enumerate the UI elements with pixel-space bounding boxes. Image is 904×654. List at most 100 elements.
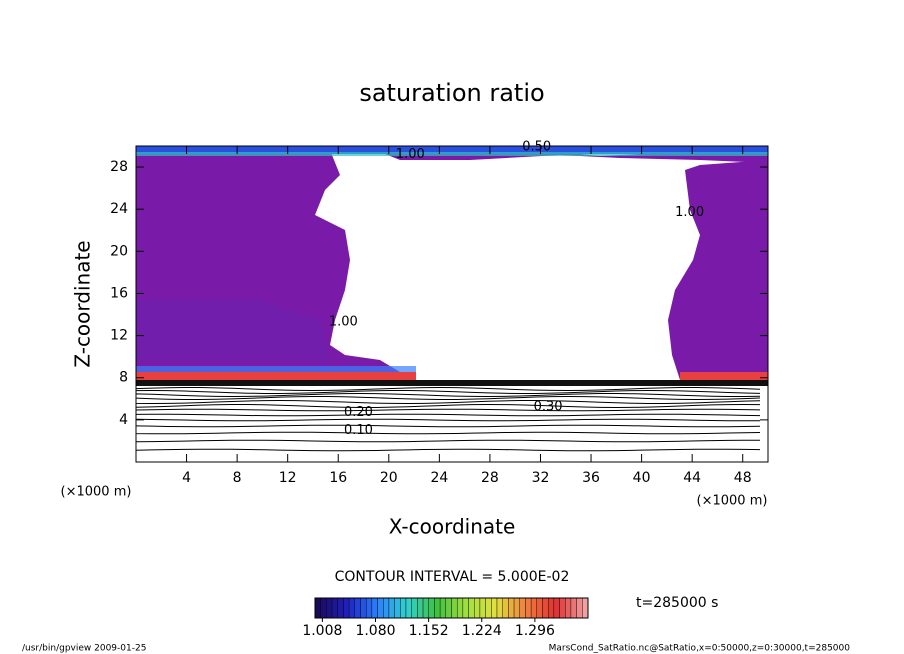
colorbar-cell: [525, 597, 532, 619]
contour-label: 1.00: [396, 147, 425, 162]
colorbar-cell: [513, 597, 520, 619]
contour-line: [136, 392, 761, 397]
colorbar-cell: [559, 597, 566, 619]
x-tick-label: 24: [430, 470, 448, 486]
colorbar-cell: [405, 597, 412, 619]
colorbar-frame: [314, 597, 589, 619]
x-tick-label: 20: [380, 470, 398, 486]
contour-field: [136, 146, 768, 462]
colorbar-cell: [491, 597, 498, 619]
contour-label: 0.10: [344, 423, 373, 438]
colorbar-cell: [570, 597, 577, 619]
x-tick-label: 44: [683, 470, 701, 486]
colorbar-tick-label: 1.296: [515, 623, 555, 639]
colorbar-cell: [326, 597, 333, 619]
y-tick-label: 4: [119, 412, 128, 428]
chart-title: saturation ratio: [359, 79, 544, 107]
colorbar-cell: [314, 597, 321, 619]
colorbar-cell: [445, 597, 452, 619]
colorbar-tick-label: 1.008: [302, 623, 342, 639]
colorbar-cell: [530, 597, 538, 619]
colorbar-cell: [474, 597, 481, 619]
y-tick-label: 24: [110, 201, 128, 217]
y-tick-label: 20: [110, 243, 128, 259]
x-tick-label: 4: [182, 470, 191, 486]
x-tick-label: 28: [481, 470, 499, 486]
x-tick-label: 32: [532, 470, 550, 486]
top-band: [136, 146, 768, 154]
contour-line: [136, 418, 761, 422]
colorbar-cell: [565, 597, 572, 619]
colorbar-cell: [582, 597, 589, 619]
contour-interval: CONTOUR INTERVAL = 5.000E-02: [335, 569, 570, 585]
colorbar-cell: [451, 597, 458, 619]
contour-label: 1.00: [675, 205, 704, 220]
low-band-red-right: [680, 372, 768, 380]
colorbar-cell: [348, 597, 356, 619]
y-unit: (×1000 m): [61, 485, 132, 500]
y-tick-label: 28: [110, 159, 128, 175]
colorbar-cell: [417, 597, 424, 619]
contour-line: [136, 424, 761, 428]
contour-line: [136, 408, 761, 412]
y-axis-label: Z-coordinate: [71, 240, 95, 367]
contour-line: [136, 413, 761, 417]
colorbar-cell: [553, 597, 560, 619]
contour-line: [136, 439, 761, 443]
colorbar-cell: [434, 597, 441, 619]
colorbar-cell: [331, 597, 338, 619]
colorbar-cell: [428, 597, 435, 619]
colorbar-tick-label: 1.224: [462, 623, 502, 639]
colorbar-cell: [439, 597, 447, 619]
low-band: [136, 366, 416, 374]
colorbar-cell: [400, 597, 407, 619]
colorbar-cell: [377, 597, 384, 619]
colorbar-cell: [360, 597, 367, 619]
colorbar-cell: [479, 597, 486, 619]
colorbar-cell: [343, 597, 350, 619]
contour-line: [136, 399, 761, 404]
colorbar-cell: [354, 597, 361, 619]
colorbar-cell: [462, 597, 469, 619]
y-tick-label: 16: [110, 285, 128, 301]
contour-label: 0.50: [522, 140, 551, 155]
right-region: [668, 160, 768, 380]
colorbar-cell: [576, 597, 583, 619]
colorbar-tick-label: 1.152: [409, 623, 449, 639]
contour-line: [136, 431, 761, 435]
top-band-2: [136, 152, 768, 156]
x-axis-label: X-coordinate: [389, 515, 516, 539]
dense-contours: [136, 380, 768, 386]
footer-left: /usr/bin/gpview 2009-01-25: [22, 644, 146, 654]
colorbar-cell: [508, 597, 515, 619]
colorbar-cell: [547, 597, 555, 619]
contour-line: [136, 448, 761, 452]
contour-lines: [136, 386, 761, 452]
contour-line: [136, 386, 761, 391]
y-tick-label: 12: [110, 328, 128, 344]
contour-line: [136, 396, 761, 401]
colorbar-cell: [388, 597, 395, 619]
colorbar-cell: [371, 597, 378, 619]
colorbar-cell: [536, 597, 543, 619]
x-unit: (×1000 m): [697, 494, 768, 509]
colorbar-cell: [422, 597, 429, 619]
x-tick-label: 12: [279, 470, 297, 486]
colorbar-cell: [485, 597, 492, 619]
x-tick-label: 16: [329, 470, 347, 486]
contour-label: 1.00: [329, 314, 358, 329]
colorbar-cell: [542, 597, 549, 619]
colorbar-cell: [383, 597, 390, 619]
colorbar-tick-label: 1.080: [355, 623, 395, 639]
contour-label: 0.20: [344, 405, 373, 420]
colorbar-cell: [496, 597, 503, 619]
colorbar-cell: [502, 597, 509, 619]
x-tick-label: 40: [633, 470, 651, 486]
colorbar-cell: [365, 597, 373, 619]
colorbar-cell: [320, 597, 327, 619]
x-tick-label: 48: [734, 470, 752, 486]
colorbar-cell: [456, 597, 464, 619]
contour-line: [136, 390, 761, 394]
colorbar-cell: [411, 597, 418, 619]
